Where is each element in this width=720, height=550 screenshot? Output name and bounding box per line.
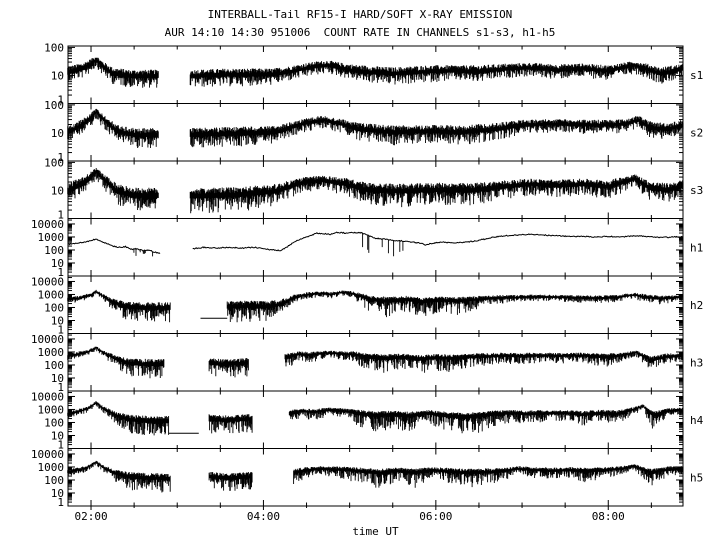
band-series bbox=[67, 289, 171, 323]
y-tick-label: 10 bbox=[51, 372, 64, 385]
y-tick-label: 100 bbox=[44, 301, 64, 314]
x-tick-label: 02:00 bbox=[74, 510, 107, 523]
y-tick-label: 1 bbox=[57, 151, 64, 164]
panel-label-s1: s1 bbox=[690, 69, 703, 82]
panel-label-s3: s3 bbox=[690, 184, 703, 197]
y-tick-label: 10 bbox=[51, 127, 64, 140]
line-series bbox=[67, 238, 161, 255]
band-series bbox=[226, 290, 684, 323]
chart-title: INTERBALL-Tail RF15-I HARD/SOFT X-RAY EM… bbox=[207, 8, 513, 21]
y-tick-label: 1 bbox=[57, 496, 64, 509]
spike-train bbox=[362, 233, 404, 257]
spike-train bbox=[133, 248, 154, 257]
band-series bbox=[189, 116, 684, 148]
y-tick-label: 100 bbox=[44, 416, 64, 429]
panel-label-h3: h3 bbox=[690, 356, 703, 369]
band-series bbox=[67, 57, 159, 88]
y-tick-label: 10000 bbox=[31, 333, 64, 346]
panel-label-h4: h4 bbox=[690, 414, 704, 427]
x-tick-label: 04:00 bbox=[247, 510, 280, 523]
y-tick-label: 10 bbox=[51, 184, 64, 197]
y-tick-label: 10 bbox=[51, 314, 64, 327]
panel-label-s2: s2 bbox=[690, 126, 703, 139]
panel-label-h1: h1 bbox=[690, 241, 703, 254]
y-tick-label: 1 bbox=[57, 381, 64, 394]
band-series bbox=[208, 472, 253, 491]
panel-label-h5: h5 bbox=[690, 471, 703, 484]
y-tick-label: 100 bbox=[44, 156, 64, 169]
y-tick-label: 1000 bbox=[38, 403, 65, 416]
band-series bbox=[67, 346, 165, 379]
x-axis-label: time UT bbox=[352, 525, 399, 538]
x-tick-label: 06:00 bbox=[419, 510, 452, 523]
y-tick-label: 1 bbox=[57, 209, 64, 222]
y-tick-label: 10000 bbox=[31, 448, 64, 461]
y-tick-label: 1000 bbox=[38, 346, 65, 359]
y-tick-label: 1 bbox=[57, 439, 64, 452]
band-series bbox=[67, 460, 171, 493]
y-tick-label: 10 bbox=[51, 429, 64, 442]
band-series bbox=[288, 404, 684, 434]
band-series bbox=[189, 60, 684, 87]
band-series bbox=[208, 414, 253, 434]
y-tick-label: 1 bbox=[57, 324, 64, 337]
y-tick-label: 10 bbox=[51, 69, 64, 82]
y-tick-label: 1 bbox=[57, 94, 64, 107]
band-series bbox=[67, 108, 159, 148]
y-tick-label: 100 bbox=[44, 244, 64, 257]
y-tick-label: 1000 bbox=[38, 231, 65, 244]
y-tick-label: 1 bbox=[57, 266, 64, 279]
band-series bbox=[208, 358, 249, 378]
y-tick-label: 100 bbox=[44, 41, 64, 54]
panel-label-h2: h2 bbox=[690, 299, 703, 312]
chart-subtitle: AUR 14:10 14:30 951006 COUNT RATE IN CHA… bbox=[164, 26, 556, 39]
y-tick-label: 10 bbox=[51, 487, 64, 500]
band-series bbox=[67, 168, 159, 211]
line-series bbox=[192, 231, 684, 252]
band-series bbox=[284, 350, 684, 373]
y-tick-label: 10000 bbox=[31, 218, 64, 231]
y-tick-label: 100 bbox=[44, 359, 64, 372]
y-tick-label: 100 bbox=[44, 474, 64, 487]
y-tick-label: 10 bbox=[51, 257, 64, 270]
y-tick-label: 1000 bbox=[38, 288, 65, 301]
y-tick-label: 10000 bbox=[31, 275, 64, 288]
band-series bbox=[293, 464, 684, 488]
y-tick-label: 10000 bbox=[31, 390, 64, 403]
y-tick-label: 1000 bbox=[38, 461, 65, 474]
y-tick-label: 100 bbox=[44, 99, 64, 112]
band-series bbox=[189, 174, 684, 214]
band-series bbox=[67, 401, 170, 436]
x-tick-label: 08:00 bbox=[592, 510, 625, 523]
